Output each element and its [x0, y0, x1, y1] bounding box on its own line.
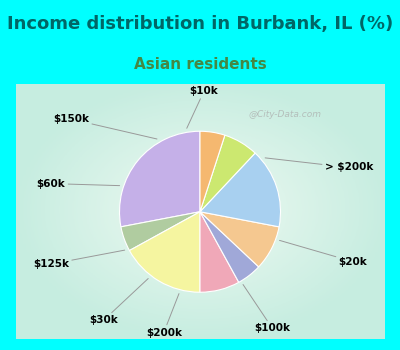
Text: $125k: $125k — [33, 250, 125, 269]
Text: > $200k: > $200k — [265, 158, 373, 173]
Wedge shape — [200, 135, 255, 212]
Text: $100k: $100k — [243, 285, 290, 334]
Text: Income distribution in Burbank, IL (%): Income distribution in Burbank, IL (%) — [7, 15, 393, 33]
Wedge shape — [120, 131, 200, 227]
Text: $10k: $10k — [187, 86, 218, 128]
Wedge shape — [200, 153, 280, 227]
Text: Asian residents: Asian residents — [134, 57, 266, 72]
Text: $20k: $20k — [280, 240, 367, 267]
Wedge shape — [130, 212, 200, 292]
Text: $150k: $150k — [53, 114, 157, 139]
Wedge shape — [200, 212, 279, 267]
Wedge shape — [200, 131, 225, 212]
Wedge shape — [121, 212, 200, 251]
Text: $30k: $30k — [89, 279, 148, 326]
Text: $200k: $200k — [146, 294, 182, 337]
Wedge shape — [200, 212, 259, 282]
Text: @City-Data.com: @City-Data.com — [248, 110, 321, 119]
Text: $60k: $60k — [37, 178, 120, 189]
Wedge shape — [200, 212, 239, 292]
